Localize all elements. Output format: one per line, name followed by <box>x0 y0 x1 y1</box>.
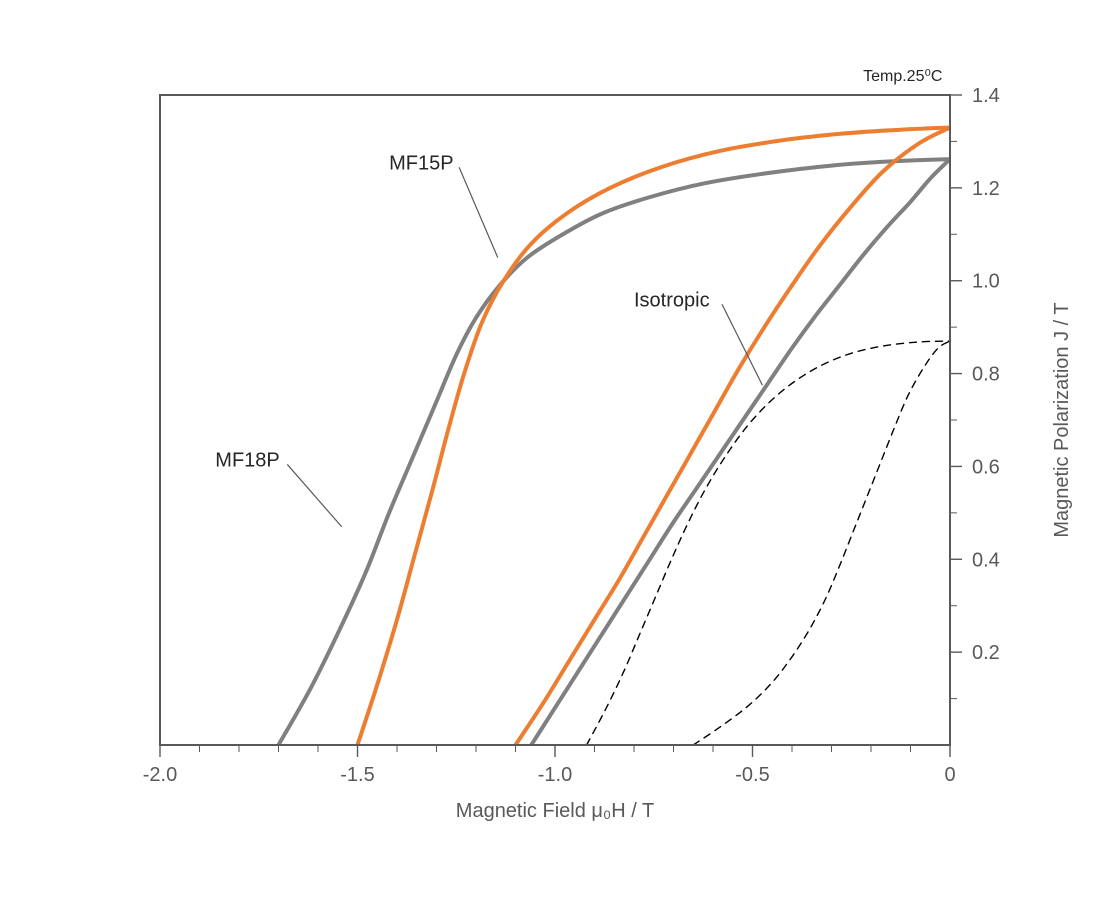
y-tick-label: 1.0 <box>972 271 1000 293</box>
y-tick-label: 0.6 <box>972 456 1000 478</box>
mf15p-label: MF15P <box>389 152 453 174</box>
temp-label: Temp.25⁰C <box>863 68 942 85</box>
y-tick-label: 1.4 <box>972 85 1000 107</box>
x-tick-label: -0.5 <box>735 764 769 786</box>
chart-stage: -2.0 -1.5 -1.0 -0.5 0 Magnetic Field μ₀H / T 0… <box>0 0 1118 909</box>
demag-curve-chart: -2.0 -1.5 -1.0 -0.5 0 Magnetic Field μ₀H / T 0… <box>0 0 1118 909</box>
mf18p-label: MF18P <box>215 449 279 471</box>
x-axis-label: Magnetic Field μ₀H / T <box>456 800 654 822</box>
isotropic-label: Isotropic <box>634 289 710 311</box>
y-tick-label: 0.4 <box>972 549 1000 571</box>
y-tick-label: 0.8 <box>972 364 1000 386</box>
x-tick-label: -1.0 <box>538 764 572 786</box>
y-tick-label: 0.2 <box>972 642 1000 664</box>
x-tick-label: 0 <box>944 764 955 786</box>
x-tick-label: -2.0 <box>143 764 177 786</box>
x-tick-label: -1.5 <box>340 764 374 786</box>
y-tick-label: 1.2 <box>972 178 1000 200</box>
plot-area <box>160 95 950 745</box>
y-axis-label: Magnetic Polarization J / T <box>1051 302 1073 537</box>
